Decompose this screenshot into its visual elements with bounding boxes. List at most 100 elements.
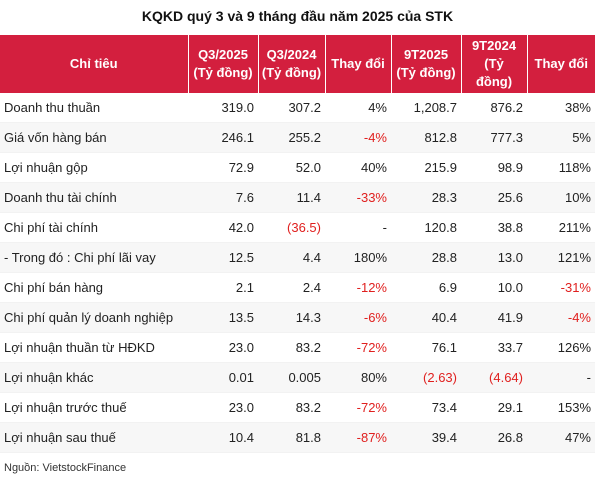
cell-q3-2024: 83.2 [258,332,325,363]
cell-change-quarter: -72% [325,332,391,363]
cell-q3-2024: 307.2 [258,93,325,123]
header-9m-2024-period: 9T2024 [471,38,517,53]
cell-q3-2024: 11.4 [258,182,325,213]
cell-q3-2025: 246.1 [188,122,258,153]
cell-change-quarter: -12% [325,272,391,303]
cell-change-9m: -4% [527,302,595,333]
cell-change-9m: 47% [527,422,595,453]
cell-9m-2024: 876.2 [461,93,527,123]
table-row: - Trong đó : Chi phí lãi vay 12.5 4.4 180% 2… [0,242,595,273]
cell-q3-2024: 255.2 [258,122,325,153]
cell-change-9m: 5% [527,122,595,153]
cell-q3-2025: 7.6 [188,182,258,213]
cell-9m-2025: 28.8 [391,242,461,273]
row-label: Lợi nhuận gộp [0,152,188,183]
table-row: Chi phí bán hàng 2.1 2.4 -12% 6.9 10.0 -31% [0,272,595,303]
cell-change-9m: -31% [527,272,595,303]
table-title: KQKD quý 3 và 9 tháng đầu năm 2025 của S… [141,8,454,24]
table-row: Doanh thu thuần 319.0 307.2 4% 1,208.7 876.2 3… [0,93,595,123]
cell-q3-2024: 4.4 [258,242,325,273]
cell-9m-2025: 215.9 [391,152,461,183]
row-label: Giá vốn hàng bán [0,122,188,153]
cell-change-quarter: 180% [325,242,391,273]
header-row: Chỉ tiêu Q3/2025 (Tỷ đồng) Q3/2024 (Tỷ đ… [0,35,595,93]
header-q3-2024: Q3/2024 (Tỷ đồng) [258,35,326,93]
cell-q3-2025: 72.9 [188,152,258,183]
cell-9m-2025: 812.8 [391,122,461,153]
cell-change-quarter: 80% [325,362,391,393]
cell-change-9m: 153% [527,392,595,423]
cell-change-9m: 211% [527,212,595,243]
table-row: Chi phí quản lý doanh nghiệp 13.5 14.3 -6% 4… [0,302,595,333]
cell-q3-2024: 0.005 [258,362,325,393]
cell-change-quarter: -6% [325,302,391,333]
cell-9m-2024: 25.6 [461,182,527,213]
cell-9m-2025: (2.63) [391,362,461,393]
row-label: Lợi nhuận sau thuế [0,422,188,453]
table-row: Chi phí tài chính 42.0 (36.5) -120.8 38.8 211… [0,212,595,243]
cell-9m-2024: 41.9 [461,302,527,333]
cell-change-quarter: 4% [325,93,391,123]
header-q3-2025-period: Q3/2025 [198,47,248,62]
cell-9m-2024: (4.64) [461,362,527,393]
row-label: Lợi nhuận khác [0,362,188,393]
cell-q3-2025: 13.5 [188,302,258,333]
cell-q3-2025: 10.4 [188,422,258,453]
cell-q3-2025: 2.1 [188,272,258,303]
cell-9m-2025: 120.8 [391,212,461,243]
cell-q3-2025: 42.0 [188,212,258,243]
row-label: Doanh thu tài chính [0,182,188,213]
table-row: Lợi nhuận trước thuế 23.0 83.2 -72% 73.4 29.1… [0,392,595,423]
cell-q3-2024: 14.3 [258,302,325,333]
cell-9m-2024: 33.7 [461,332,527,363]
cell-9m-2025: 28.3 [391,182,461,213]
cell-q3-2025: 12.5 [188,242,258,273]
cell-9m-2024: 26.8 [461,422,527,453]
cell-9m-2024: 10.0 [461,272,527,303]
cell-change-quarter: -87% [325,422,391,453]
cell-q3-2025: 319.0 [188,93,258,123]
cell-q3-2025: 23.0 [188,392,258,423]
cell-9m-2024: 777.3 [461,122,527,153]
row-label: Chi phí quản lý doanh nghiệp [0,302,188,333]
cell-change-9m: 38% [527,93,595,123]
cell-9m-2025: 40.4 [391,302,461,333]
table-row: Giá vốn hàng bán 246.1 255.2 -4% 812.8 777.3 5… [0,122,595,153]
cell-q3-2024: 2.4 [258,272,325,303]
header-q3-2025-unit: (Tỷ đồng) [193,65,253,80]
header-9m-2025-unit: (Tỷ đồng) [396,65,456,80]
header-9m-2025-period: 9T2025 [403,47,449,62]
cell-9m-2025: 76.1 [391,332,461,363]
table-row: Lợi nhuận thuần từ HĐKD 23.0 83.2 -72% 76.1 3… [0,332,595,363]
cell-9m-2024: 13.0 [461,242,527,273]
table-body: Doanh thu thuần 319.0 307.2 4% 1,208.7 876.2 3… [0,93,595,453]
financial-results-table: Chỉ tiêu Q3/2025 (Tỷ đồng) Q3/2024 (Tỷ đ… [0,35,595,453]
cell-9m-2025: 73.4 [391,392,461,423]
row-label: - Trong đó : Chi phí lãi vay [0,242,188,273]
header-change-quarter: Thay đổi [325,35,392,93]
cell-9m-2024: 38.8 [461,212,527,243]
table-row: Lợi nhuận gộp 72.9 52.0 40% 215.9 98.9 118% [0,152,595,183]
cell-change-9m: 126% [527,332,595,363]
cell-q3-2024: 81.8 [258,422,325,453]
row-label: Chi phí tài chính [0,212,188,243]
cell-change-quarter: -4% [325,122,391,153]
cell-change-9m: 10% [527,182,595,213]
cell-9m-2025: 1,208.7 [391,93,461,123]
cell-9m-2024: 98.9 [461,152,527,183]
header-q3-2024-period: Q3/2024 [266,47,317,62]
cell-change-quarter: -33% [325,182,391,213]
header-q3-2025: Q3/2025 (Tỷ đồng) [188,35,259,93]
row-label: Lợi nhuận thuần từ HĐKD [0,332,188,363]
header-9m-2024-unit: (Tỷ đồng) [475,56,513,89]
cell-change-9m: - [527,362,595,393]
cell-change-quarter: - [325,212,391,243]
table-row: Lợi nhuận sau thuế 10.4 81.8 -87% 39.4 26.8 47… [0,422,595,453]
header-q3-2024-unit: (Tỷ đồng) [261,65,322,80]
cell-9m-2024: 29.1 [461,392,527,423]
row-label: Chi phí bán hàng [0,272,188,303]
header-9m-2025: 9T2025 (Tỷ đồng) [391,35,462,93]
cell-q3-2024: (36.5) [258,212,325,243]
table-row: Lợi nhuận khác 0.01 0.005 80% (2.63) (4.64) - [0,362,595,393]
cell-change-quarter: 40% [325,152,391,183]
